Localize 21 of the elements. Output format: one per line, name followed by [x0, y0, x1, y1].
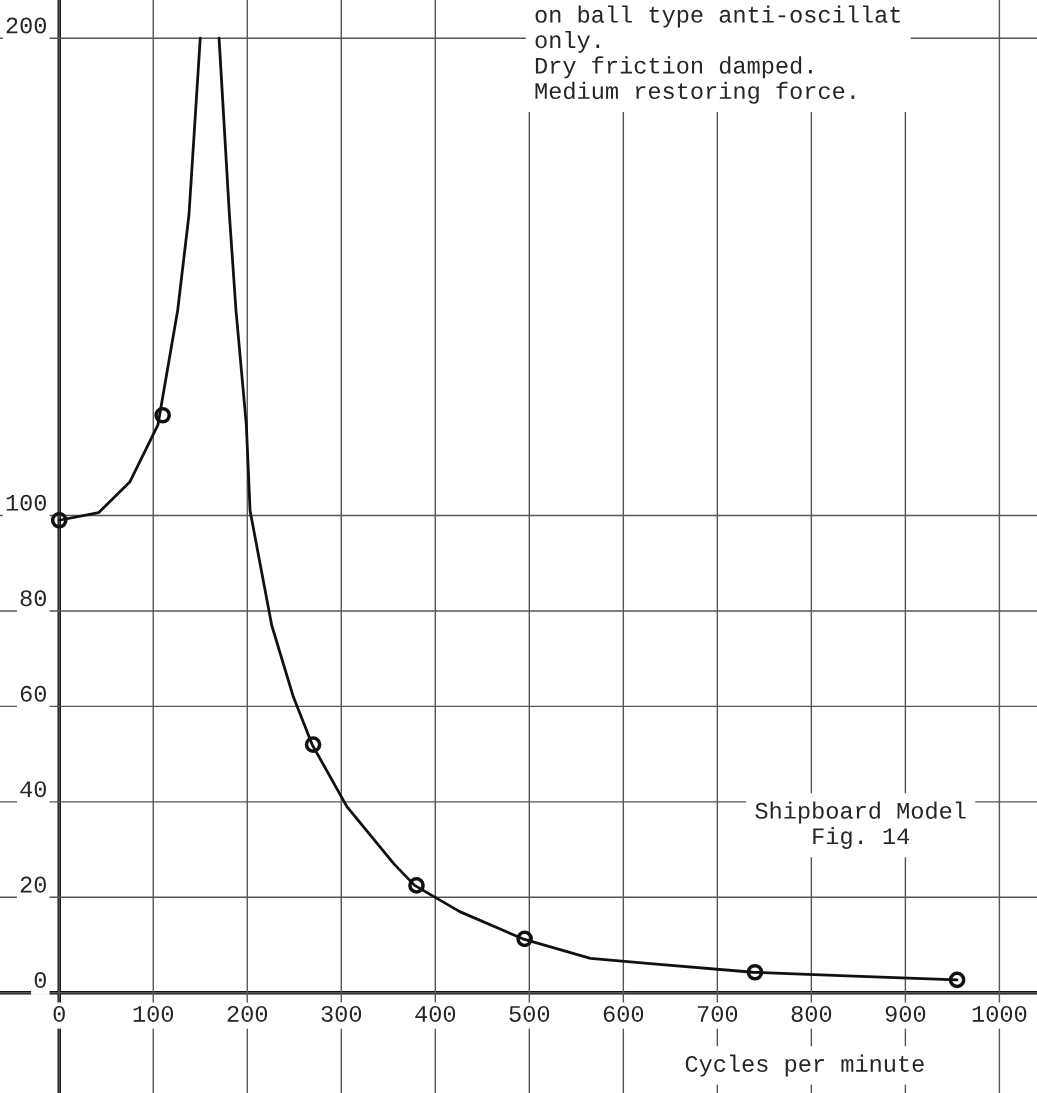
- y-tick-label: 80: [20, 590, 46, 607]
- x-tick-label: 900: [885, 1005, 926, 1022]
- x-tick-label: 600: [603, 1005, 644, 1022]
- x-tick-label: 800: [791, 1005, 832, 1022]
- y-tick-label: 20: [20, 876, 46, 893]
- x-tick-label: 1000: [972, 1005, 1027, 1022]
- y-tick-label: 0: [34, 972, 46, 989]
- x-axis-title: Cycles per minute: [685, 1054, 924, 1077]
- y-tick-label: 100: [6, 494, 46, 511]
- y-tick-label: 40: [20, 781, 46, 798]
- x-tick-label: 100: [133, 1005, 174, 1022]
- y-tick-label: 200: [6, 17, 46, 34]
- x-tick-label: 300: [321, 1005, 362, 1022]
- x-tick-label: 400: [415, 1005, 456, 1022]
- annotation: Shipboard Model Fig. 14: [755, 801, 966, 849]
- x-tick-label: 500: [509, 1005, 550, 1022]
- annotation: on ball type anti-oscillat only. Dry friction damped. Medium restoring force.: [535, 5, 900, 104]
- x-tick-label: 200: [227, 1005, 268, 1022]
- x-tick-label: 700: [697, 1005, 738, 1022]
- x-tick-label: 0: [53, 1005, 65, 1022]
- y-tick-label: 60: [20, 685, 46, 702]
